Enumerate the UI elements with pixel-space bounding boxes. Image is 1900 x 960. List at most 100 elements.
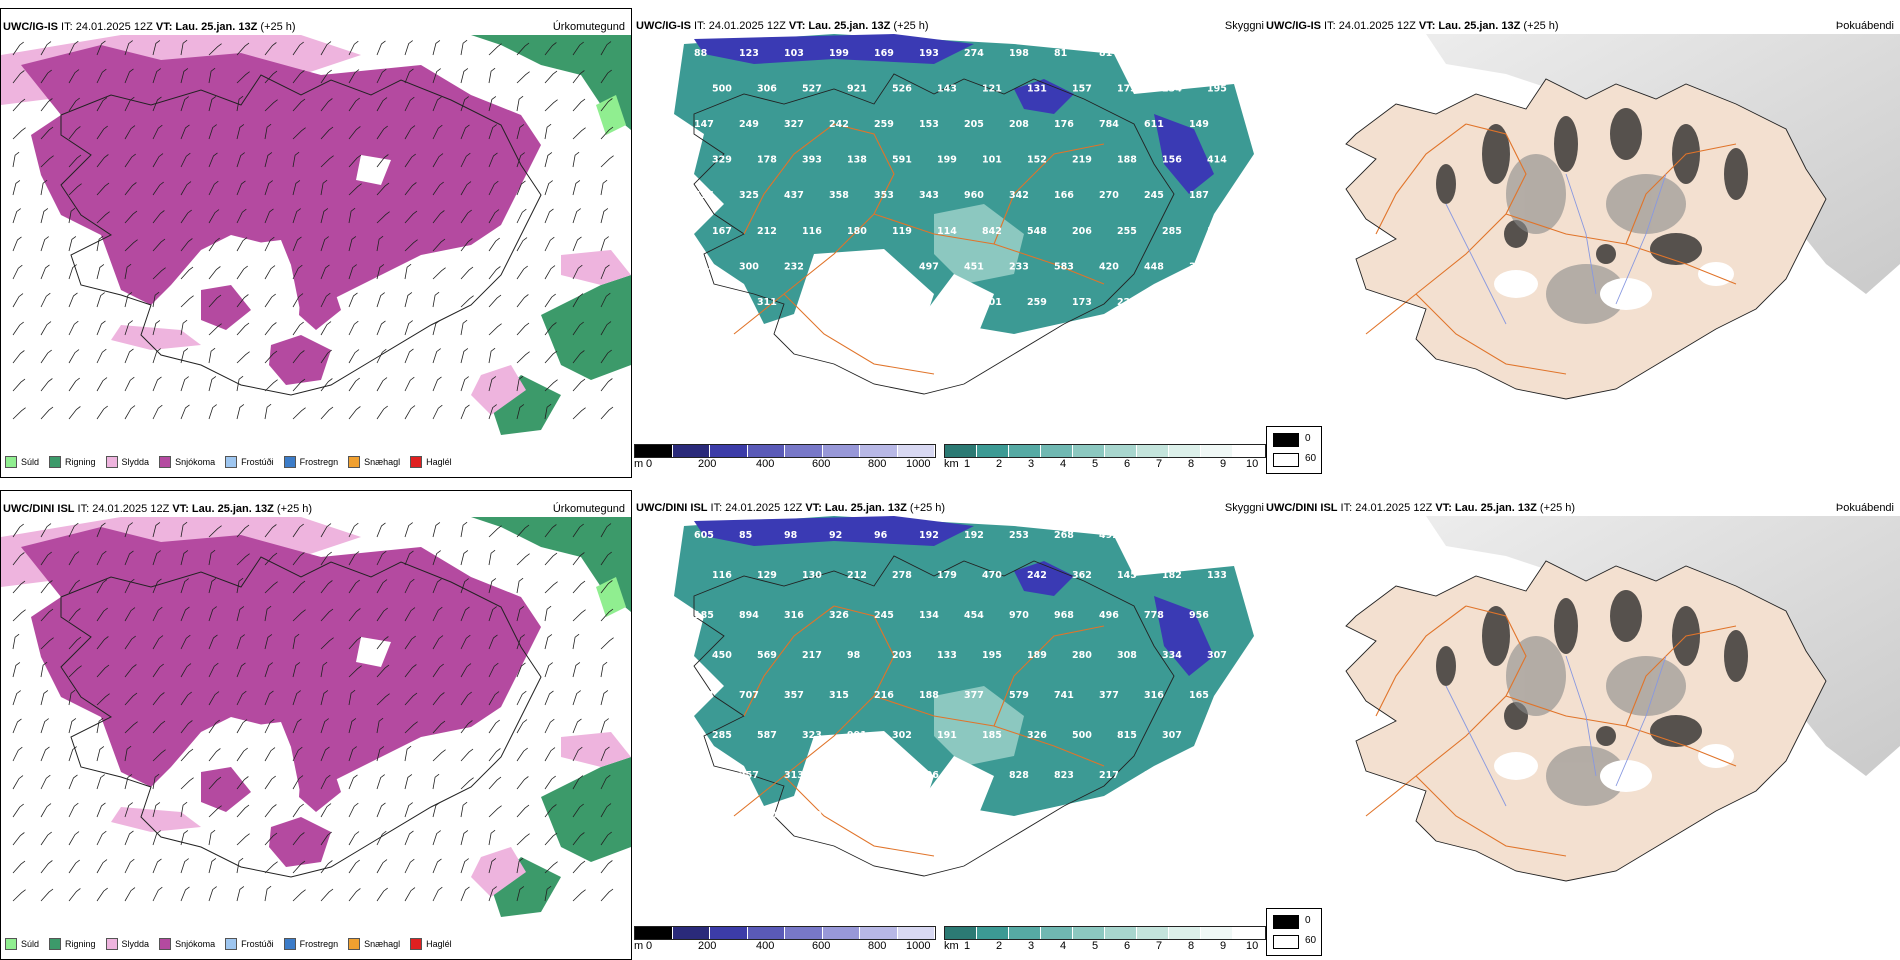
wind-barb	[40, 179, 48, 196]
wind-barb	[572, 832, 585, 846]
precip-type-label: Úrkomutegund	[552, 21, 625, 33]
cloud-base-value: 201	[829, 261, 849, 272]
wind-barb	[12, 127, 26, 140]
wind-barb	[348, 859, 360, 874]
legend-swatch	[49, 456, 62, 468]
wind-barb	[208, 606, 217, 622]
wind-barb	[600, 608, 614, 622]
wind-barb	[12, 609, 26, 622]
wind-barb	[208, 662, 219, 678]
wind-barb	[68, 292, 78, 308]
cloud-base-value: 155	[1162, 297, 1182, 308]
legend-swatch	[225, 456, 238, 468]
wind-barb	[460, 606, 470, 622]
wind-barb	[264, 861, 278, 874]
wind-barb	[180, 181, 192, 196]
cloud-base-value: 182	[1162, 570, 1182, 581]
wind-barb	[292, 552, 305, 566]
wind-barb	[488, 634, 498, 650]
wind-barb	[516, 351, 530, 364]
wind-barb	[292, 264, 303, 280]
wind-barb	[516, 662, 526, 678]
cloud-base-value: 212	[757, 226, 777, 237]
wind-barb	[124, 635, 136, 650]
wind-barb	[236, 95, 244, 112]
wind-barb	[180, 606, 190, 622]
cloud-base-value: 133	[1207, 570, 1227, 581]
wind-barb	[40, 774, 51, 790]
wind-barb	[600, 378, 613, 392]
wind-barb	[40, 208, 49, 224]
wind-barb	[572, 523, 584, 538]
legend-swatch	[5, 938, 17, 950]
wind-barb	[460, 634, 471, 650]
cloud-base-value: 274	[964, 48, 984, 59]
cloud-base-value: 956	[1189, 610, 1209, 621]
wind-barb	[96, 522, 106, 538]
cloud-base-value: 259	[1027, 297, 1047, 308]
wind-barb	[488, 829, 496, 846]
wind-barb	[236, 208, 247, 224]
wind-barb	[600, 831, 612, 846]
wind-barb	[488, 886, 497, 902]
wind-barb	[404, 292, 413, 308]
wind-barb	[376, 664, 390, 678]
wind-barb	[516, 857, 524, 874]
wind-barb	[544, 379, 558, 392]
wind-barb	[432, 692, 445, 706]
wind-barb	[572, 746, 583, 762]
wind-barb	[432, 802, 441, 818]
wind-barb	[152, 606, 163, 622]
wind-barb	[208, 180, 219, 196]
colorbar-tick: 5	[1092, 458, 1099, 470]
wind-barb	[544, 403, 552, 420]
wind-barb	[96, 405, 108, 420]
wind-barb	[572, 70, 585, 84]
colorbar-tick: 4	[1060, 940, 1067, 952]
wind-barb	[460, 578, 469, 594]
cloud-base-value: 921	[847, 84, 867, 95]
cloud-base-value: 233	[1009, 261, 1029, 272]
wind-barb	[600, 746, 610, 762]
cloud-base-value: 176	[1054, 119, 1074, 130]
wind-barb	[292, 633, 300, 650]
wind-barb	[124, 239, 138, 252]
cloud-base-value: 387	[829, 770, 849, 781]
wind-barb	[488, 237, 500, 252]
wind-barb	[264, 832, 278, 846]
wind-barb	[488, 266, 501, 280]
wind-barb	[68, 888, 81, 902]
wind-barb	[152, 802, 161, 818]
wind-barb	[488, 347, 496, 364]
wind-barb	[516, 634, 525, 650]
cloud-base-value: 167	[712, 226, 732, 237]
wind-barb	[320, 608, 334, 622]
wind-barb	[432, 267, 446, 280]
wind-barb	[488, 152, 498, 168]
wind-barb	[600, 236, 609, 252]
cloud-base-value: 377	[1099, 690, 1119, 701]
wind-barb	[40, 580, 53, 594]
cloud-base-value: 611	[1144, 119, 1164, 130]
forecast-row-dini-isl: UWC/DINI ISL IT: 24.01.2025 12Z VT: Lau.…	[0, 490, 1900, 960]
fog-indicator-label: Þokuábendi	[1835, 20, 1894, 32]
wind-barb	[460, 521, 468, 538]
wind-barb	[68, 69, 80, 84]
visibility-colorbar: km 1 2 3 4 5 6 7 8 9 10	[944, 444, 1266, 474]
cloud-base-value: 414	[1207, 155, 1227, 166]
wind-barb	[544, 293, 556, 308]
cloud-base-value: 454	[964, 610, 984, 621]
cloud-base-value: 323	[802, 730, 822, 741]
wind-barb	[600, 321, 612, 336]
wind-barb	[544, 152, 553, 168]
cloud-base-value: 185	[694, 610, 714, 621]
colorbar-tick: 200	[698, 940, 717, 952]
wind-barb	[40, 746, 50, 762]
wind-barb	[516, 606, 525, 622]
colorbar-tick: 5	[1092, 940, 1099, 952]
wind-barb	[572, 860, 586, 874]
legend-label: Snjókoma	[175, 939, 216, 949]
wind-barb	[12, 775, 24, 790]
wind-barb	[40, 406, 54, 420]
wind-barb	[572, 264, 583, 280]
